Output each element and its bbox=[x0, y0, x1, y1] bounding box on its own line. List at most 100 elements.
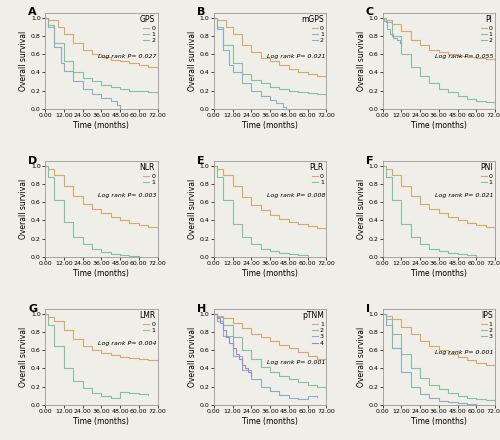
2 bbox=[394, 35, 400, 40]
Legend: 0, 1, 2: 0, 1, 2 bbox=[139, 15, 156, 44]
1 bbox=[286, 342, 292, 348]
3 bbox=[258, 384, 264, 389]
1 bbox=[145, 391, 151, 396]
1 bbox=[239, 72, 245, 77]
0 bbox=[108, 214, 114, 220]
0 bbox=[473, 55, 479, 60]
2 bbox=[98, 92, 104, 97]
2 bbox=[473, 395, 479, 400]
1 bbox=[398, 317, 404, 322]
1 bbox=[408, 51, 414, 57]
1 bbox=[70, 234, 76, 239]
0 bbox=[70, 183, 76, 188]
Line: 0: 0 bbox=[214, 166, 326, 230]
3 bbox=[248, 377, 254, 382]
2 bbox=[58, 44, 64, 49]
Line: 1: 1 bbox=[382, 18, 495, 103]
2 bbox=[398, 40, 404, 46]
X-axis label: Time (months): Time (months) bbox=[411, 269, 467, 278]
1 bbox=[398, 198, 404, 203]
3 bbox=[464, 401, 470, 407]
0 bbox=[323, 225, 329, 230]
3 bbox=[473, 401, 479, 407]
1 bbox=[117, 84, 123, 89]
1 bbox=[408, 331, 414, 337]
0 bbox=[239, 183, 245, 188]
3 bbox=[239, 367, 245, 373]
3 bbox=[276, 392, 282, 397]
1 bbox=[398, 221, 404, 227]
1 bbox=[52, 174, 58, 180]
Line: 0: 0 bbox=[45, 18, 158, 69]
0 bbox=[389, 17, 395, 22]
4 bbox=[217, 320, 223, 326]
2 bbox=[61, 61, 67, 66]
3 bbox=[445, 400, 451, 405]
4 bbox=[236, 357, 242, 362]
1 bbox=[230, 221, 235, 227]
1 bbox=[214, 15, 220, 20]
4 bbox=[232, 346, 238, 351]
Legend: 1, 2, 3: 1, 2, 3 bbox=[480, 311, 493, 340]
0 bbox=[80, 47, 86, 52]
0 bbox=[145, 62, 151, 68]
1 bbox=[42, 163, 48, 169]
0 bbox=[70, 40, 76, 46]
0 bbox=[464, 54, 470, 59]
2 bbox=[267, 364, 273, 369]
1 bbox=[454, 90, 460, 95]
0 bbox=[126, 354, 132, 359]
Line: 2: 2 bbox=[45, 18, 120, 109]
2 bbox=[380, 15, 386, 20]
2 bbox=[61, 68, 67, 73]
1 bbox=[108, 84, 114, 89]
Y-axis label: Overall survival: Overall survival bbox=[188, 31, 197, 91]
2 bbox=[398, 42, 404, 48]
0 bbox=[211, 15, 217, 20]
0 bbox=[42, 163, 48, 169]
1 bbox=[220, 24, 226, 29]
2 bbox=[239, 81, 245, 86]
0 bbox=[286, 220, 292, 225]
2 bbox=[286, 373, 292, 378]
3 bbox=[408, 384, 414, 389]
1 bbox=[52, 40, 58, 46]
2 bbox=[464, 395, 470, 400]
2 bbox=[426, 375, 432, 380]
Y-axis label: Overall survival: Overall survival bbox=[188, 179, 197, 239]
1 bbox=[98, 393, 104, 398]
Legend: 0, 1: 0, 1 bbox=[480, 163, 493, 186]
4 bbox=[220, 320, 226, 326]
1 bbox=[473, 252, 479, 257]
2 bbox=[381, 15, 387, 20]
3 bbox=[276, 389, 282, 394]
1 bbox=[52, 343, 58, 348]
1 bbox=[482, 100, 488, 105]
Legend: 0, 1, 2: 0, 1, 2 bbox=[480, 15, 493, 44]
1 bbox=[492, 364, 498, 369]
2 bbox=[220, 47, 226, 52]
1 bbox=[61, 343, 67, 348]
Line: 3: 3 bbox=[382, 314, 476, 404]
1 bbox=[220, 42, 226, 48]
0 bbox=[382, 15, 388, 20]
1 bbox=[126, 390, 132, 396]
Text: D: D bbox=[28, 155, 38, 165]
0 bbox=[382, 163, 388, 169]
X-axis label: Time (months): Time (months) bbox=[74, 269, 129, 278]
2 bbox=[52, 24, 58, 29]
1 bbox=[61, 198, 67, 203]
1 bbox=[473, 358, 479, 363]
2 bbox=[314, 382, 320, 388]
0 bbox=[276, 59, 282, 64]
3 bbox=[220, 333, 226, 338]
Line: 3: 3 bbox=[214, 314, 317, 400]
2 bbox=[80, 86, 86, 92]
0 bbox=[323, 75, 329, 81]
2 bbox=[323, 384, 329, 389]
0 bbox=[45, 18, 51, 23]
1 bbox=[473, 253, 479, 258]
1 bbox=[117, 86, 123, 92]
2 bbox=[436, 382, 442, 388]
1 bbox=[61, 40, 67, 46]
